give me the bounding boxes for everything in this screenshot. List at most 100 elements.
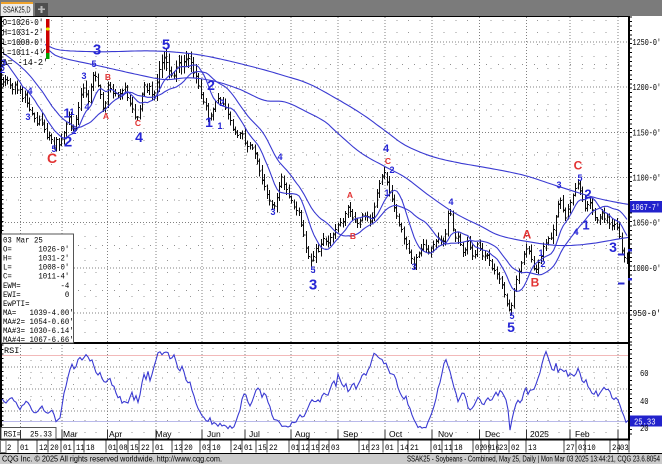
svg-text:01: 01 — [291, 443, 300, 453]
svg-text:May: May — [156, 429, 173, 439]
svg-text:1250-0': 1250-0' — [633, 38, 662, 48]
svg-text:18: 18 — [454, 443, 463, 453]
svg-text:15: 15 — [130, 443, 139, 453]
svg-text:L= 1008-0': L= 1008-0' — [3, 263, 69, 273]
svg-text:26: 26 — [321, 443, 330, 453]
svg-text:1: 1 — [384, 188, 389, 198]
svg-text:5: 5 — [509, 311, 514, 321]
svg-text:27: 27 — [566, 443, 575, 453]
svg-text:1100-0': 1100-0' — [633, 174, 662, 184]
svg-text:01: 01 — [155, 443, 164, 453]
svg-text:3: 3 — [1, 58, 6, 68]
svg-text:C: C — [135, 118, 141, 128]
svg-text:12: 12 — [39, 443, 48, 453]
svg-text:2: 2 — [389, 165, 394, 175]
svg-text:EwPTI=: EwPTI= — [3, 299, 30, 309]
svg-text:1050-0': 1050-0' — [633, 219, 662, 229]
svg-text:Mar: Mar — [63, 429, 78, 439]
svg-text:5: 5 — [310, 265, 315, 275]
svg-text:10: 10 — [587, 443, 596, 453]
svg-text:20: 20 — [184, 443, 193, 453]
svg-text:20: 20 — [640, 424, 649, 434]
svg-text:3: 3 — [309, 276, 317, 293]
svg-text:01: 01 — [63, 443, 72, 453]
svg-text:1150-0': 1150-0' — [633, 128, 662, 138]
svg-text:21: 21 — [410, 443, 419, 453]
svg-text:Feb: Feb — [575, 429, 590, 439]
svg-text:03: 03 — [578, 443, 587, 453]
svg-text:MA#4= 1067-6.66': MA#4= 1067-6.66' — [3, 335, 74, 345]
svg-text:2: 2 — [584, 187, 591, 202]
svg-text:2: 2 — [0, 65, 5, 75]
svg-text:3: 3 — [270, 207, 275, 217]
svg-text:1: 1 — [205, 114, 213, 130]
svg-text:1067-7': 1067-7' — [632, 203, 661, 213]
svg-text:Dec: Dec — [485, 429, 501, 439]
svg-text:01: 01 — [108, 443, 117, 453]
svg-text:CQG Inc. © 2025 All rights res: CQG Inc. © 2025 All rights reserved worl… — [2, 455, 222, 464]
svg-text:18: 18 — [86, 443, 95, 453]
svg-text:A: A — [347, 190, 353, 200]
svg-text:11: 11 — [76, 443, 85, 453]
svg-text:12: 12 — [301, 443, 310, 453]
svg-text:C: C — [574, 158, 583, 172]
svg-text:03: 03 — [620, 443, 629, 453]
svg-text:5: 5 — [51, 144, 56, 154]
svg-text:13: 13 — [174, 443, 183, 453]
svg-text:Δ= -14-2': Δ= -14-2' — [3, 58, 49, 68]
svg-text:L=1011-4': L=1011-4' — [3, 48, 44, 58]
svg-text:01: 01 — [244, 443, 253, 453]
svg-text:01: 01 — [433, 443, 442, 453]
svg-text:EWI= 0: EWI= 0 — [3, 290, 69, 300]
svg-text:O= 1026-0': O= 1026-0' — [3, 245, 69, 255]
svg-text:Nov: Nov — [438, 429, 454, 439]
svg-text:MA#3= 1030-6.14': MA#3= 1030-6.14' — [3, 326, 74, 336]
svg-text:01: 01 — [20, 443, 29, 453]
svg-text:2025: 2025 — [530, 429, 549, 439]
svg-text:3: 3 — [93, 41, 101, 58]
svg-text:3: 3 — [411, 262, 416, 272]
svg-text:20: 20 — [50, 443, 59, 453]
svg-text:B: B — [350, 231, 356, 241]
svg-text:40: 40 — [640, 397, 649, 407]
svg-text:B: B — [105, 72, 111, 82]
svg-text:3: 3 — [81, 71, 86, 81]
svg-text:5: 5 — [507, 319, 515, 335]
svg-text:H=1031-2': H=1031-2' — [3, 28, 44, 38]
svg-text:2: 2 — [219, 98, 224, 108]
svg-text:09: 09 — [483, 443, 492, 453]
svg-text:✓: ✓ — [40, 47, 47, 56]
svg-text:2: 2 — [71, 126, 76, 136]
svg-text:22: 22 — [269, 443, 278, 453]
svg-text:C: C — [47, 150, 57, 166]
svg-text:950-0': 950-0' — [633, 309, 662, 319]
svg-text:03: 03 — [202, 443, 211, 453]
svg-text:MA#2= 1054-0.60': MA#2= 1054-0.60' — [3, 317, 74, 327]
svg-text:13: 13 — [528, 443, 537, 453]
svg-text:60: 60 — [640, 369, 649, 379]
svg-text:5: 5 — [162, 36, 170, 53]
svg-text:4: 4 — [448, 197, 453, 207]
svg-text:25.33: 25.33 — [634, 418, 656, 428]
svg-text:1: 1 — [63, 106, 70, 121]
svg-text:3: 3 — [25, 112, 30, 122]
svg-text:1: 1 — [217, 121, 222, 131]
svg-text:23: 23 — [499, 443, 508, 453]
svg-text:4: 4 — [135, 129, 143, 145]
svg-text:24: 24 — [233, 443, 242, 453]
svg-text:1000-0': 1000-0' — [633, 264, 662, 274]
svg-text:02: 02 — [511, 443, 520, 453]
svg-text:2: 2 — [7, 443, 11, 453]
svg-text:Jun: Jun — [207, 429, 221, 439]
svg-text:02: 02 — [475, 443, 484, 453]
svg-text:5: 5 — [577, 173, 582, 183]
svg-text:4: 4 — [573, 227, 578, 237]
svg-text:4: 4 — [383, 143, 390, 155]
svg-text:22: 22 — [141, 443, 150, 453]
svg-text:08: 08 — [119, 443, 128, 453]
svg-text:Oct: Oct — [389, 429, 403, 439]
svg-text:2: 2 — [64, 133, 72, 150]
svg-text:Aug: Aug — [295, 429, 310, 439]
svg-text:03: 03 — [331, 443, 340, 453]
svg-text:MA= 1039-4.00': MA= 1039-4.00' — [3, 308, 74, 318]
